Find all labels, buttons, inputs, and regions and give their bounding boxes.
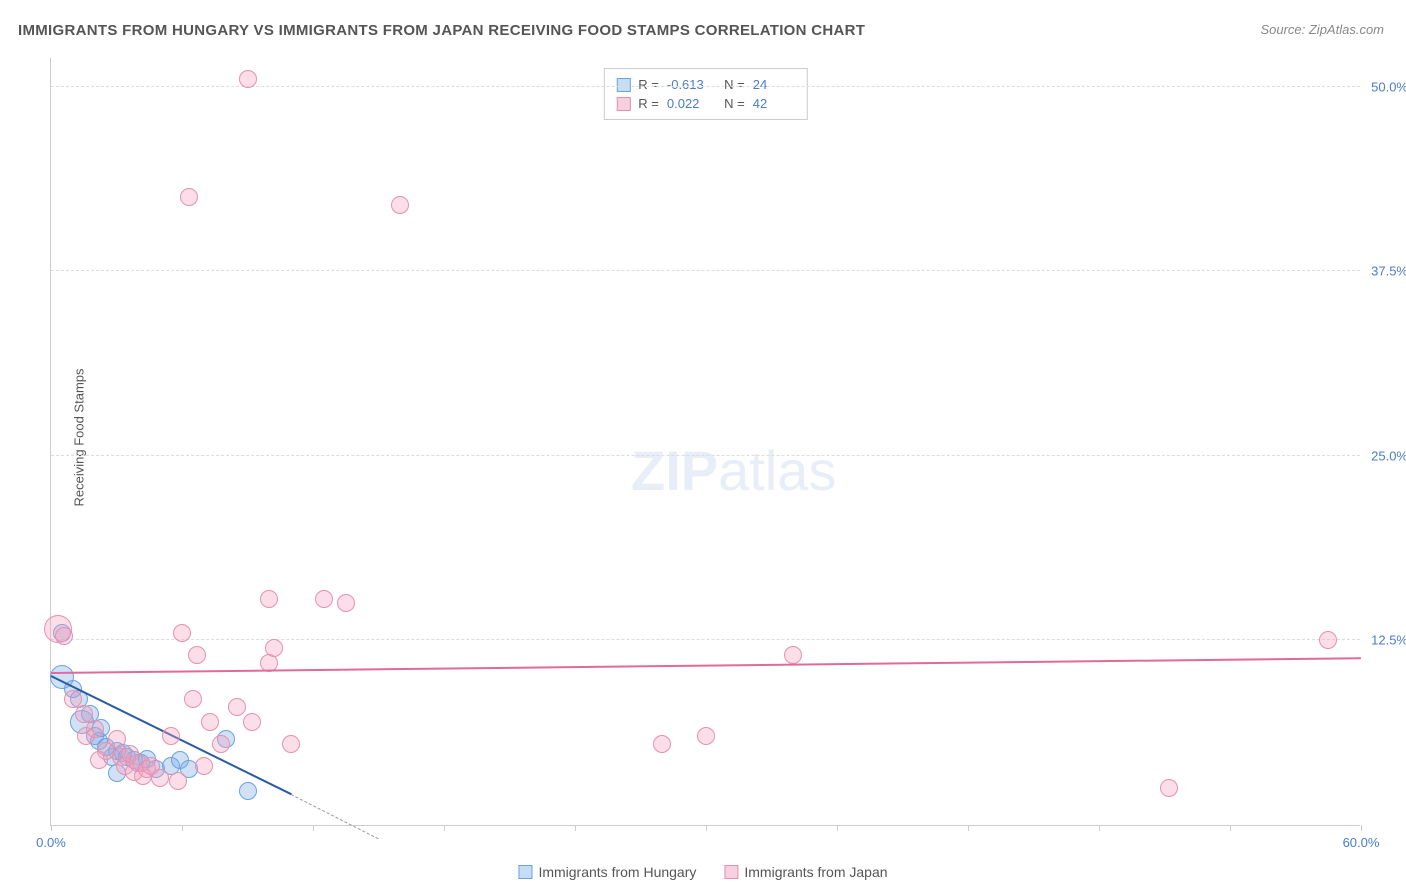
legend-item-hungary: Immigrants from Hungary [518, 864, 696, 880]
scatter-point [239, 782, 257, 800]
scatter-point [90, 751, 108, 769]
stat-r-label: R = [638, 77, 659, 92]
x-tick [837, 825, 838, 831]
scatter-point [260, 590, 278, 608]
gridline [51, 455, 1360, 456]
x-tick-label: 60.0% [1343, 835, 1380, 850]
stat-n-label: N = [717, 96, 745, 111]
scatter-point [108, 730, 126, 748]
scatter-point [391, 196, 409, 214]
stat-r-value: 0.022 [667, 96, 709, 111]
scatter-point [55, 627, 73, 645]
scatter-point [151, 769, 169, 787]
plot-area: ZIPatlas R = -0.613 N = 24R = 0.022 N = … [50, 58, 1360, 826]
x-tick [706, 825, 707, 831]
scatter-point [282, 735, 300, 753]
trend-line-extrapolation [291, 795, 379, 840]
x-tick [1099, 825, 1100, 831]
y-tick-label: 37.5% [1371, 264, 1406, 279]
gridline [51, 270, 1360, 271]
scatter-point [201, 713, 219, 731]
x-tick-label: 0.0% [36, 835, 66, 850]
stat-n-value: 42 [753, 96, 795, 111]
x-tick [575, 825, 576, 831]
scatter-point [184, 690, 202, 708]
x-tick [51, 825, 52, 831]
scatter-point [239, 70, 257, 88]
stat-row: R = -0.613 N = 24 [616, 75, 794, 94]
scatter-point [169, 772, 187, 790]
scatter-point [1160, 779, 1178, 797]
x-tick [1361, 825, 1362, 831]
swatch-japan [724, 865, 738, 879]
watermark: ZIPatlas [631, 438, 836, 503]
scatter-point [1319, 631, 1337, 649]
scatter-point [265, 639, 283, 657]
swatch-hungary [518, 865, 532, 879]
y-tick-label: 12.5% [1371, 633, 1406, 648]
scatter-point [228, 698, 246, 716]
scatter-point [337, 594, 355, 612]
scatter-point [784, 646, 802, 664]
scatter-point [188, 646, 206, 664]
gridline [51, 639, 1360, 640]
legend-label-japan: Immigrants from Japan [744, 864, 887, 880]
chart-title: IMMIGRANTS FROM HUNGARY VS IMMIGRANTS FR… [18, 22, 865, 39]
correlation-stats-box: R = -0.613 N = 24R = 0.022 N = 42 [603, 68, 807, 120]
scatter-point [212, 735, 230, 753]
scatter-point [653, 735, 671, 753]
scatter-point [195, 757, 213, 775]
x-tick [182, 825, 183, 831]
stat-r-label: R = [638, 96, 659, 111]
scatter-point [180, 188, 198, 206]
legend: Immigrants from Hungary Immigrants from … [518, 864, 887, 880]
x-tick [968, 825, 969, 831]
swatch-icon [616, 78, 630, 92]
y-tick-label: 25.0% [1371, 448, 1406, 463]
scatter-point [86, 720, 104, 738]
scatter-point [315, 590, 333, 608]
stat-n-value: 24 [753, 77, 795, 92]
trend-line [51, 658, 1361, 675]
source-attribution: Source: ZipAtlas.com [1260, 22, 1384, 37]
swatch-icon [616, 97, 630, 111]
scatter-point [173, 624, 191, 642]
scatter-point [243, 713, 261, 731]
stat-r-value: -0.613 [667, 77, 709, 92]
stat-row: R = 0.022 N = 42 [616, 94, 794, 113]
stat-n-label: N = [717, 77, 745, 92]
legend-item-japan: Immigrants from Japan [724, 864, 887, 880]
legend-label-hungary: Immigrants from Hungary [538, 864, 696, 880]
x-tick [444, 825, 445, 831]
x-tick [1230, 825, 1231, 831]
scatter-point [162, 727, 180, 745]
y-tick-label: 50.0% [1371, 79, 1406, 94]
x-tick [313, 825, 314, 831]
scatter-point [697, 727, 715, 745]
